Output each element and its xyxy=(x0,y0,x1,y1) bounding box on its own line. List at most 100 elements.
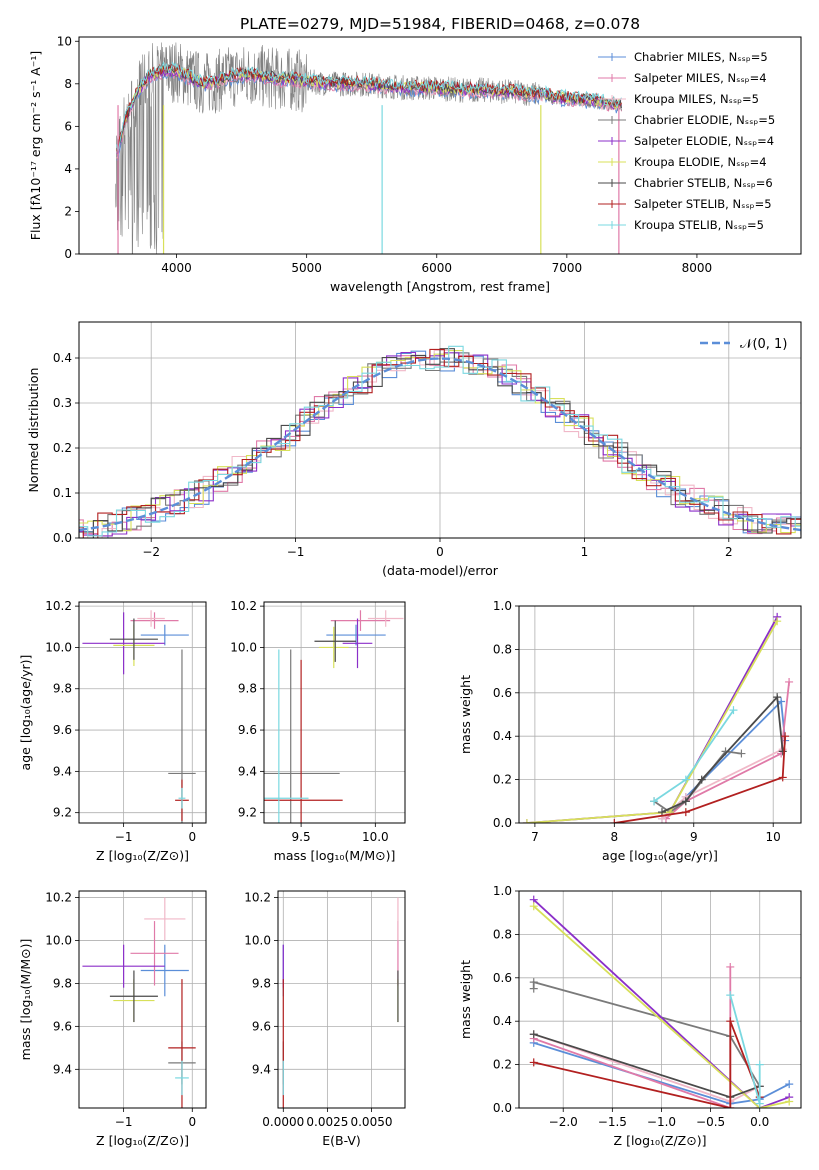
data-point xyxy=(137,610,165,627)
data-point xyxy=(130,612,179,629)
y-axis-label: age [log₁₀(age/yr)] xyxy=(18,655,33,771)
residual-histogram xyxy=(79,351,801,537)
data-point xyxy=(175,1060,189,1096)
y-tick-label: 9.4 xyxy=(53,1062,72,1076)
x-axis-label: age [log₁₀(age/yr)] xyxy=(602,848,718,863)
legend-label: Kroupa MILES, Nₛₛₚ=5 xyxy=(634,92,759,106)
y-tick-label: 9.4 xyxy=(238,764,257,778)
y-tick-label: 0.4 xyxy=(493,1014,512,1028)
data-point xyxy=(367,610,404,627)
series-marker xyxy=(610,819,619,823)
x-axis-label: Z [log₁₀(Z/Z⊙)] xyxy=(96,848,189,863)
plot-area xyxy=(522,612,794,823)
axes-4: 7 8 9 10 0.0 0.2 0.4 0.6 0.8 1.0 age [log₁₀(age/yr… xyxy=(458,599,802,863)
y-axis-label: Flux [fλ10⁻¹⁷ erg cm⁻² s⁻¹ A⁻¹] xyxy=(28,51,43,240)
axes-frame xyxy=(518,890,802,1109)
y-axis-label: mass [log₁₀(M/M⊙)] xyxy=(18,939,33,1061)
y-tick-label: 0.3 xyxy=(53,396,72,410)
y-tick-label: 9.6 xyxy=(238,723,257,737)
y-tick-label: 0.2 xyxy=(493,773,512,787)
figure-title: PLATE=0279, MJD=51984, FIBERID=0468, z=0… xyxy=(240,15,640,33)
y-tick-label: 10.2 xyxy=(230,599,257,613)
data-point xyxy=(168,979,196,1108)
y-tick-label: 0.8 xyxy=(493,927,512,941)
plot-area xyxy=(282,897,399,1108)
axes-frame xyxy=(518,605,802,824)
plot-area xyxy=(115,42,622,254)
legend-label: Salpeter STELIB, Nₛₛₚ=5 xyxy=(634,197,772,211)
x-tick-label: 9 xyxy=(690,830,698,844)
x-tick-label: −0.5 xyxy=(696,1115,725,1129)
y-tick-label: 8 xyxy=(64,77,72,91)
series-marker xyxy=(681,808,690,817)
axes-frame xyxy=(78,321,802,539)
observed-spectrum-line xyxy=(115,42,622,254)
x-tick-label: −1.0 xyxy=(647,1115,676,1129)
series-marker xyxy=(657,808,666,817)
data-point xyxy=(264,659,343,823)
x-tick-label: 1 xyxy=(581,545,589,559)
x-tick-label: 10.0 xyxy=(362,830,389,844)
data-point xyxy=(109,970,158,1023)
series-marker xyxy=(522,819,531,823)
y-tick-label: 1.0 xyxy=(493,884,512,898)
axes-3: 9.5 10.0 9.2 9.4 9.6 9.8 10.0 10.2 mass [log₁₀(M… xyxy=(230,599,406,863)
series-marker xyxy=(785,1097,794,1106)
x-tick-label: 8000 xyxy=(682,261,713,275)
y-tick-label: 10.0 xyxy=(244,933,271,947)
legend-label: Kroupa STELIB, Nₛₛₚ=5 xyxy=(634,218,764,232)
x-tick-label: −1 xyxy=(287,545,305,559)
y-tick-label: 10 xyxy=(57,34,72,48)
y-tick-label: 1.0 xyxy=(493,599,512,613)
x-tick-label: 0 xyxy=(436,545,444,559)
x-tick-label: −1 xyxy=(115,1115,133,1129)
model-spectrum-line xyxy=(116,61,622,153)
series-marker xyxy=(781,732,790,741)
data-point xyxy=(130,921,179,986)
x-axis-label: Z [log₁₀(Z/Z⊙)] xyxy=(96,1133,189,1148)
y-tick-label: 9.8 xyxy=(53,976,72,990)
series-marker xyxy=(773,617,782,626)
x-tick-label: 0 xyxy=(188,1115,196,1129)
y-tick-label: 4 xyxy=(64,162,72,176)
series-marker xyxy=(681,775,690,784)
x-tick-label: 0.0 xyxy=(750,1115,769,1129)
data-point xyxy=(82,612,165,675)
axes-frame xyxy=(78,890,207,1109)
series-marker xyxy=(697,775,706,784)
data-point xyxy=(178,787,186,809)
y-tick-label: 10.2 xyxy=(45,599,72,613)
y-tick-label: 9.2 xyxy=(53,806,72,820)
y-tick-label: 10.0 xyxy=(45,640,72,654)
legend: 𝒩(0, 1) xyxy=(700,337,787,352)
axes-7: −2.0 −1.5 −1.0 −0.5 0.0 0.0 0.2 0.4 0.6 0.8 1.0 Z [… xyxy=(458,884,802,1148)
y-tick-label: 0.8 xyxy=(493,642,512,656)
y-tick-label: 9.8 xyxy=(252,976,271,990)
series-marker xyxy=(785,1080,794,1089)
legend-label: Chabrier STELIB, Nₛₛₚ=6 xyxy=(634,176,773,190)
data-point xyxy=(168,649,196,823)
plot-area xyxy=(79,345,801,538)
series-marker xyxy=(785,677,794,686)
x-axis-label: (data-model)/error xyxy=(382,563,499,578)
y-tick-label: 9.8 xyxy=(53,682,72,696)
axes-1: −2 −1 0 1 2 0.0 0.1 0.2 0.3 0.4 (data-model)/error… xyxy=(26,321,802,578)
series-marker xyxy=(726,1017,735,1026)
x-tick-label: −1.5 xyxy=(598,1115,627,1129)
axes-2: −1 0 9.2 9.4 9.6 9.8 10.0 10.2 Z [log₁₀(Z/Z⊙)] ag… xyxy=(18,599,207,863)
residual-histogram xyxy=(79,345,801,537)
series-marker xyxy=(729,706,738,715)
y-tick-label: 0.0 xyxy=(493,816,512,830)
x-tick-label: 10 xyxy=(766,830,781,844)
x-tick-label: −1 xyxy=(115,830,133,844)
data-point xyxy=(140,624,189,646)
y-tick-label: 0.0 xyxy=(53,531,72,545)
y-tick-label: 10.2 xyxy=(244,890,271,904)
legend-label: 𝒩(0, 1) xyxy=(740,337,787,352)
data-point xyxy=(264,649,340,823)
x-tick-label: 7000 xyxy=(552,261,583,275)
y-tick-label: 0.6 xyxy=(493,686,512,700)
x-tick-label: 7 xyxy=(531,830,539,844)
y-tick-label: 9.4 xyxy=(252,1062,271,1076)
